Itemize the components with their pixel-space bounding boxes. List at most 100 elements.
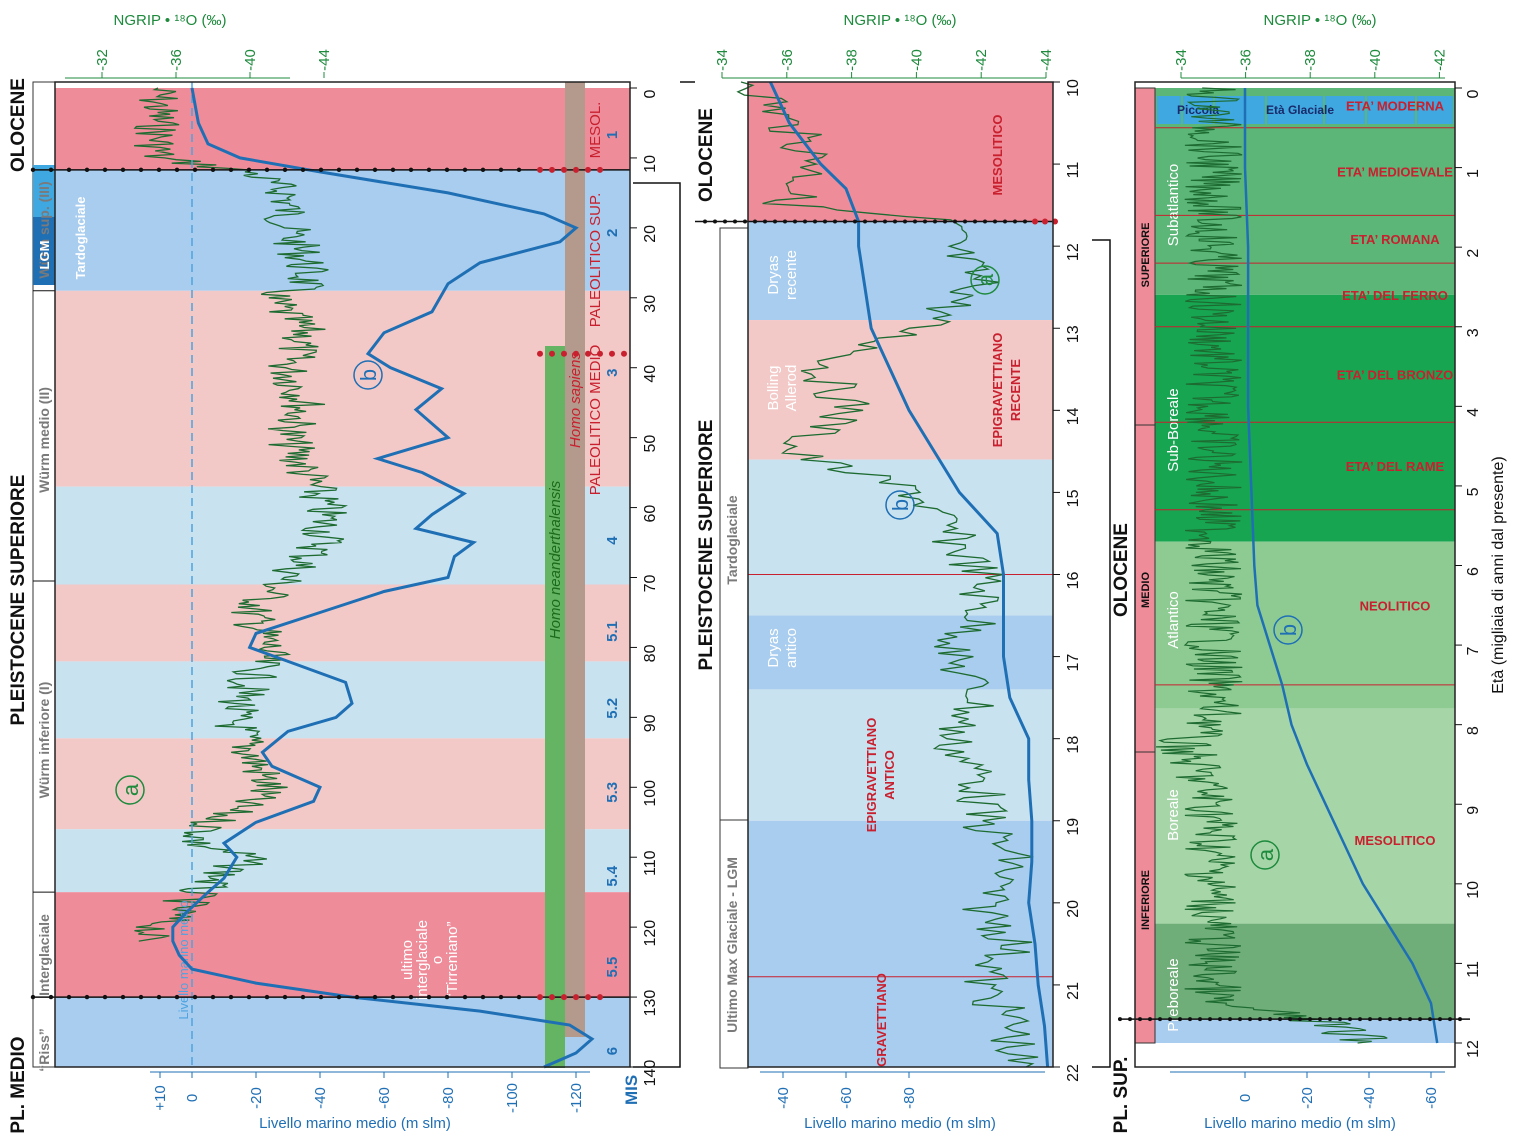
dot	[1032, 218, 1038, 225]
culture-epigravettiano-recente-1: EPIGRAVETTIANO	[990, 333, 1005, 448]
lia-block-1	[1157, 96, 1181, 124]
dot	[863, 219, 867, 224]
holocene-inferiore: INFERIORE	[1140, 870, 1152, 930]
dot	[1258, 1017, 1262, 1022]
lia-block-6	[1367, 96, 1415, 124]
dot	[210, 167, 216, 173]
culture-label: ETA’ MEDIOEVALE	[1337, 165, 1453, 180]
dot	[30, 167, 36, 173]
dot	[1238, 1017, 1242, 1022]
age-tick-label: 6	[1465, 567, 1482, 576]
age-tick-label: 3	[1465, 328, 1482, 337]
dot	[84, 994, 90, 1000]
panel-3: SUPERIORE MEDIO INFERIORE OLOCENE PL. SU…	[1111, 12, 1507, 1133]
ngrip-tick-label: -38	[1302, 49, 1319, 71]
period-preboreale: Preboreale	[1165, 958, 1182, 1031]
age-tick-label: 20	[1065, 900, 1082, 918]
climate-band	[55, 169, 630, 291]
age-tick-label: 60	[642, 505, 659, 523]
horizon-dotted-line-2	[695, 218, 1058, 225]
dot	[282, 167, 288, 173]
dot	[516, 167, 522, 173]
dot	[1023, 219, 1027, 224]
epoch-pl-sup: PL. SUP.	[1111, 1057, 1132, 1134]
dot	[713, 219, 717, 224]
dot	[733, 219, 737, 224]
culture-label: ETA’ ROMANA	[1350, 232, 1440, 247]
dot	[1448, 1017, 1452, 1022]
dot	[793, 219, 797, 224]
panel-1-climate-bands	[55, 88, 630, 1067]
age-tick-label: 12	[1465, 1040, 1482, 1058]
sea-tick-label: +10	[152, 1085, 169, 1110]
dot	[1308, 1017, 1312, 1022]
dot	[723, 219, 727, 224]
climate-band	[748, 221, 1053, 321]
dot	[1428, 1017, 1432, 1022]
age-tick-label: 13	[1065, 325, 1082, 343]
mis-label: 5.5	[604, 957, 621, 978]
dot	[336, 167, 342, 173]
ngrip-tick-label: -44	[1038, 49, 1055, 71]
dot	[1138, 1017, 1142, 1022]
dot	[573, 166, 579, 173]
dot	[498, 167, 504, 173]
interglacial-note: ultimo interglaciale o “Tirreniano”	[399, 920, 461, 1000]
age-tick-label: 110	[642, 850, 659, 876]
age-tick-label: 80	[642, 644, 659, 662]
dot	[390, 167, 396, 173]
dot	[1118, 1017, 1122, 1022]
lia-block-4	[1267, 96, 1323, 124]
dot	[973, 219, 977, 224]
age-tick-label: 14	[1065, 407, 1082, 425]
dot	[853, 219, 857, 224]
age-tick-label: 50	[642, 435, 659, 453]
dot	[1003, 219, 1007, 224]
lia-label-2: Età Glaciale	[1266, 103, 1334, 117]
sea-tick-label: 0	[1237, 1094, 1254, 1102]
dot	[943, 219, 947, 224]
dot	[1338, 1017, 1342, 1022]
ngrip-tick-label: -42	[973, 49, 990, 71]
dot	[66, 994, 72, 1000]
period-boreale: Boreale	[1165, 789, 1182, 841]
dot	[953, 219, 957, 224]
climate-band	[1155, 923, 1455, 1020]
dot	[138, 167, 144, 173]
dot	[408, 994, 414, 1000]
age-tick-label: 16	[1065, 572, 1082, 590]
holocene-medio: MEDIO	[1140, 572, 1152, 609]
dot	[408, 167, 414, 173]
culture-label: ETA’ DEL BRONZO	[1337, 368, 1454, 383]
dot	[372, 167, 378, 173]
curve-b-label-2: b	[888, 499, 913, 511]
mis-label: 3	[604, 369, 621, 377]
culture-label: MESOLITICO	[1355, 833, 1436, 848]
culture-epigravettiano-recente-2: RECENTE	[1008, 359, 1023, 421]
dot	[1042, 218, 1048, 225]
stage-interglaciale: Interglaciale	[36, 914, 52, 996]
age-tick-label: 9	[1465, 806, 1482, 815]
dot	[516, 994, 522, 1000]
dot	[753, 219, 757, 224]
age-tick-label: 21	[1065, 982, 1082, 1000]
dot	[783, 219, 787, 224]
note-line-3: o	[429, 956, 446, 964]
sea-tick-label: -60	[376, 1087, 393, 1109]
dot	[703, 219, 707, 224]
tardoglaciale-box	[33, 165, 55, 217]
dot	[30, 994, 36, 1000]
dot	[1218, 1017, 1222, 1022]
dot	[561, 350, 567, 357]
sea-tick-label: -100	[504, 1083, 521, 1113]
dot	[282, 994, 288, 1000]
ngrip-tick-label: -32	[94, 49, 111, 71]
sea-level-axis-3: 0 -20 -40 -60	[1170, 1071, 1445, 1109]
dot	[102, 994, 108, 1000]
dot	[585, 166, 591, 173]
dot	[1408, 1017, 1412, 1022]
ngrip-axis-label-3: NGRIP • ¹⁸O (‰)	[1264, 12, 1377, 29]
sea-axis-label-3: Livello marino medio (m slm)	[1204, 1115, 1396, 1132]
panel-1: OLOCENE PLEISTOCENE SUPERIORE PL. MEDIO …	[8, 12, 659, 1134]
period-dryas-recente-2: recente	[783, 250, 800, 300]
